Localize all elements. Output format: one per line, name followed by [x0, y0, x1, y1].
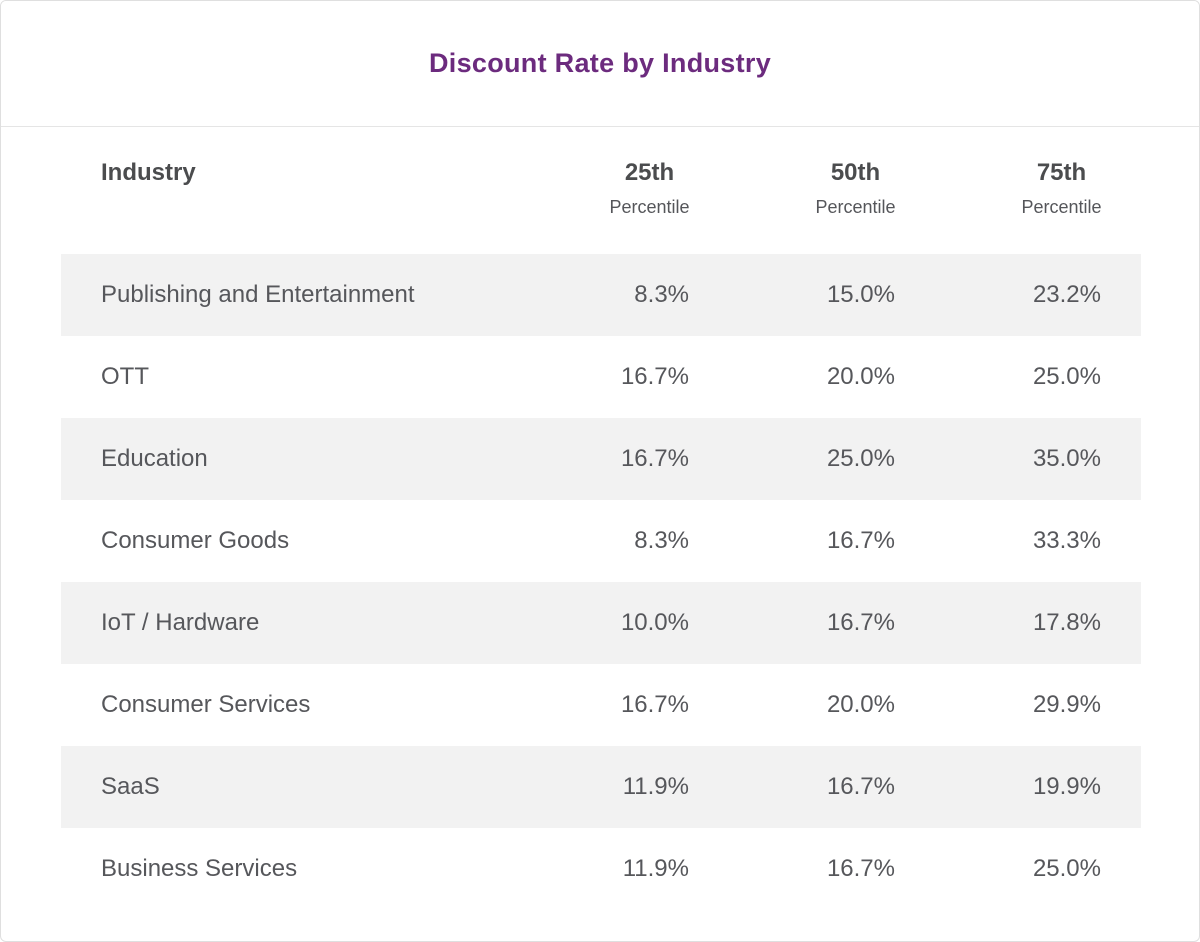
column-header-label: 50th — [830, 159, 881, 186]
p25-cell: 16.7% — [620, 445, 689, 472]
p25-cell: 11.9% — [622, 773, 689, 800]
p25-cell: 8.3% — [634, 527, 689, 554]
p75-cell: 33.3% — [1032, 527, 1101, 554]
industry-cell: Consumer Goods — [101, 527, 290, 554]
card-title-bar: Discount Rate by Industry — [1, 1, 1199, 127]
p50-cell: 25.0% — [826, 445, 895, 472]
p25-cell: 16.7% — [620, 363, 689, 390]
p75-cell: 29.9% — [1032, 691, 1101, 718]
industry-cell: Consumer Services — [101, 691, 311, 718]
industry-cell: OTT — [101, 363, 149, 390]
discount-rate-table: Industry 25th Percentile 50th Percentile… — [61, 127, 1141, 910]
table-row: Education 16.7% 25.0% 35.0% — [61, 418, 1141, 500]
column-header-sublabel: Percentile — [815, 197, 896, 217]
p25-cell: 8.3% — [634, 281, 689, 308]
column-header-label: 25th — [624, 159, 675, 186]
p75-cell: 25.0% — [1032, 855, 1101, 882]
p50-cell: 20.0% — [826, 363, 895, 390]
table-row: Business Services 11.9% 16.7% 25.0% — [61, 828, 1141, 910]
industry-cell: SaaS — [101, 773, 160, 800]
p25-cell: 11.9% — [622, 855, 689, 882]
p50-cell: 16.7% — [826, 527, 895, 554]
p50-cell: 20.0% — [826, 691, 895, 718]
page-title: Discount Rate by Industry — [428, 48, 772, 78]
column-header-industry: Industry — [101, 159, 196, 186]
industry-cell: IoT / Hardware — [101, 609, 260, 636]
column-header-sublabel: Percentile — [1021, 197, 1102, 217]
p50-cell: 16.7% — [826, 855, 895, 882]
p75-cell: 35.0% — [1032, 445, 1101, 472]
p25-cell: 16.7% — [620, 691, 689, 718]
p50-cell: 15.0% — [826, 281, 895, 308]
p25-cell: 10.0% — [620, 609, 689, 636]
industry-cell: Business Services — [101, 855, 298, 882]
table-row: Consumer Goods 8.3% 16.7% 33.3% — [61, 500, 1141, 582]
industry-cell: Education — [101, 445, 208, 472]
p50-cell: 16.7% — [826, 609, 895, 636]
table-header: Industry 25th Percentile 50th Percentile… — [61, 127, 1141, 254]
table-row: Consumer Services 16.7% 20.0% 29.9% — [61, 664, 1141, 746]
table-row: IoT / Hardware 10.0% 16.7% 17.8% — [61, 582, 1141, 664]
p50-cell: 16.7% — [826, 773, 895, 800]
header-row: Industry 25th Percentile 50th Percentile… — [61, 127, 1141, 254]
industry-cell: Publishing and Entertainment — [101, 281, 415, 308]
column-header-sublabel: Percentile — [609, 197, 690, 217]
p75-cell: 17.8% — [1032, 609, 1101, 636]
column-header-label: 75th — [1036, 159, 1087, 186]
column-header-25th-percentile: 25th Percentile — [523, 127, 729, 254]
p75-cell: 19.9% — [1032, 773, 1101, 800]
column-header-75th-percentile: 75th Percentile — [935, 127, 1141, 254]
table-row: SaaS 11.9% 16.7% 19.9% — [61, 746, 1141, 828]
table-row: Publishing and Entertainment 8.3% 15.0% … — [61, 254, 1141, 336]
p75-cell: 25.0% — [1032, 363, 1101, 390]
table-row: OTT 16.7% 20.0% 25.0% — [61, 336, 1141, 418]
p75-cell: 23.2% — [1032, 281, 1101, 308]
table-body: Publishing and Entertainment 8.3% 15.0% … — [61, 254, 1141, 910]
column-header-50th-percentile: 50th Percentile — [729, 127, 935, 254]
